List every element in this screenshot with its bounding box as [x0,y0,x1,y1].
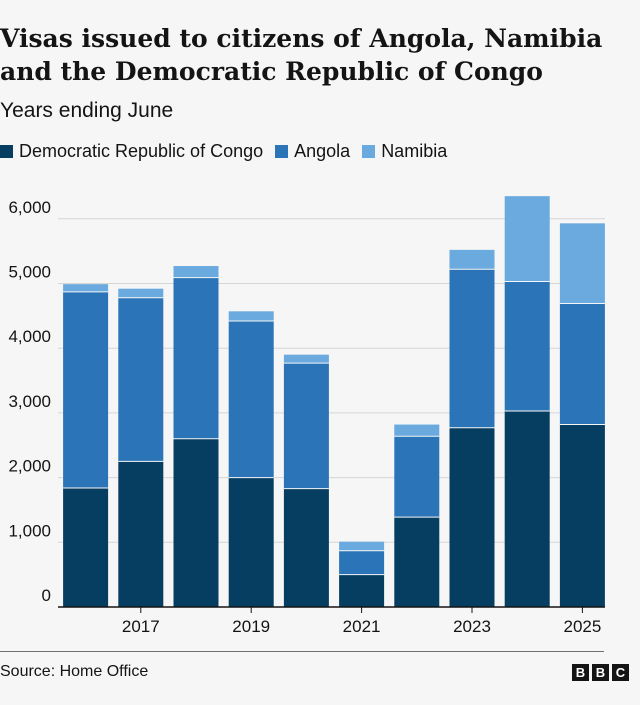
bar-segment [504,410,550,607]
bar-segment [449,269,495,428]
bar-segment [394,424,440,437]
bar-segment [339,574,385,607]
bar-segment [283,363,329,489]
footer-divider [0,651,604,652]
bar-segment [173,277,219,439]
y-tick-label: 2,000 [8,457,51,476]
legend-swatch-angola [275,145,289,158]
bar-segment [339,550,385,575]
legend: Democratic Republic of Congo Angola Nami… [0,141,459,162]
bar-segment [228,311,274,322]
chart-title: Visas issued to citizens of Angola, Nami… [0,24,603,86]
legend-swatch-drc [0,145,13,158]
bar-segment [228,477,274,607]
stacked-bar-chart: 0 1,000 2,000 3,000 4,000 5,000 6,000 2017 2019 2… [8,196,605,636]
bar-segment [449,249,495,270]
x-tick-label: 2025 [563,617,601,636]
bar-segment [63,284,109,292]
source-note: Source: Home Office [0,663,149,680]
legend-item-drc: Democratic Republic of Congo [0,141,263,162]
bar-segment [63,487,109,607]
bar-segment [559,223,605,304]
y-tick-label: 4,000 [8,327,51,346]
bbc-logo-letter: B [592,664,609,681]
x-tick-label: 2017 [122,617,160,636]
bar-segment [283,488,329,607]
legend-label-angola: Angola [294,141,351,161]
y-tick-label: 6,000 [8,198,51,217]
bar-segment [173,266,219,278]
legend-label-drc: Democratic Republic of Congo [19,141,264,161]
bbc-logo: B B C [572,664,629,681]
x-tick-label: 2021 [343,617,381,636]
y-tick-label: 1,000 [8,521,51,540]
chart-subtitle: Years ending June [0,99,174,122]
bbc-logo-letter: C [612,664,629,681]
bar-segment [118,288,164,298]
bar-segment [228,321,274,478]
y-tick-label: 0 [42,586,51,605]
legend-item-angola: Angola [275,141,350,162]
x-tick-label: 2019 [232,617,270,636]
bar-segment [504,281,550,411]
bar-segment [449,427,495,607]
bar-segment [394,436,440,518]
bar-segment [559,424,605,607]
bar-segment [63,291,109,488]
bar-segment [118,461,164,607]
bar-segment [118,297,164,462]
bar-segment [559,303,605,425]
bar-segment [283,354,329,364]
bar-segment [339,541,385,551]
y-tick-label: 5,000 [8,263,51,282]
legend-label-namibia: Namibia [381,141,448,161]
bar-segment [394,517,440,607]
legend-item-namibia: Namibia [362,141,447,162]
bar-segment [173,438,219,607]
y-tick-label: 3,000 [8,392,51,411]
bbc-logo-letter: B [572,664,589,681]
legend-swatch-namibia [362,145,376,158]
bar-segment [504,196,550,282]
x-tick-label: 2023 [453,617,491,636]
